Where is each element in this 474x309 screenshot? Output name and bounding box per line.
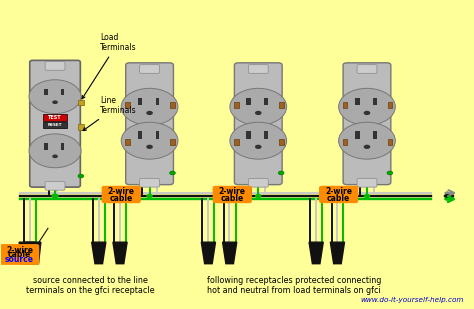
Bar xyxy=(279,102,283,108)
Polygon shape xyxy=(201,242,216,264)
Bar xyxy=(355,98,360,105)
Bar xyxy=(343,102,347,108)
Bar xyxy=(125,139,130,145)
Bar xyxy=(388,139,392,145)
Bar xyxy=(138,131,143,139)
Bar xyxy=(43,114,67,121)
Bar xyxy=(43,122,67,128)
Bar xyxy=(234,102,238,108)
Circle shape xyxy=(121,88,178,125)
Bar xyxy=(355,131,360,139)
Circle shape xyxy=(230,122,287,159)
Polygon shape xyxy=(91,242,106,264)
Polygon shape xyxy=(309,242,323,264)
Circle shape xyxy=(387,171,393,175)
Bar xyxy=(44,89,48,95)
FancyBboxPatch shape xyxy=(235,63,282,185)
Polygon shape xyxy=(113,242,127,264)
Bar xyxy=(246,98,251,105)
Circle shape xyxy=(338,88,395,125)
FancyBboxPatch shape xyxy=(140,65,159,73)
Text: cable: cable xyxy=(327,194,350,203)
Bar xyxy=(61,143,64,150)
FancyBboxPatch shape xyxy=(45,61,65,70)
Bar xyxy=(343,139,347,145)
Circle shape xyxy=(255,145,262,149)
FancyBboxPatch shape xyxy=(30,60,80,187)
Text: 2-wire: 2-wire xyxy=(219,187,246,196)
Text: 2-wire: 2-wire xyxy=(6,246,33,255)
FancyBboxPatch shape xyxy=(126,63,173,185)
Bar xyxy=(373,98,377,105)
FancyBboxPatch shape xyxy=(45,182,65,190)
Text: 2-wire: 2-wire xyxy=(108,187,135,196)
FancyBboxPatch shape xyxy=(0,245,38,264)
Circle shape xyxy=(230,88,287,125)
FancyBboxPatch shape xyxy=(357,65,377,73)
Text: 2-wire: 2-wire xyxy=(325,187,352,196)
Text: source: source xyxy=(5,255,34,264)
Bar xyxy=(279,139,283,145)
Circle shape xyxy=(52,154,58,158)
FancyBboxPatch shape xyxy=(213,187,251,202)
Text: cable: cable xyxy=(109,194,133,203)
Bar xyxy=(125,102,130,108)
Text: following receptacles protected connecting
hot and neutral from load terminals o: following receptacles protected connecti… xyxy=(207,276,381,295)
Text: cable: cable xyxy=(221,194,244,203)
Bar xyxy=(264,131,268,139)
Bar xyxy=(78,100,83,105)
Circle shape xyxy=(29,80,81,114)
Polygon shape xyxy=(25,242,35,264)
Bar xyxy=(170,139,175,145)
Bar xyxy=(61,89,64,95)
Circle shape xyxy=(364,111,370,115)
Bar xyxy=(170,102,175,108)
Circle shape xyxy=(146,145,153,149)
FancyBboxPatch shape xyxy=(140,179,159,187)
Bar xyxy=(373,131,377,139)
Polygon shape xyxy=(30,242,41,264)
Text: RESET: RESET xyxy=(48,123,62,127)
Text: source connected to the line
terminals on the gfci receptacle: source connected to the line terminals o… xyxy=(26,276,155,295)
Bar xyxy=(246,131,251,139)
Bar xyxy=(78,124,83,130)
FancyBboxPatch shape xyxy=(357,179,377,187)
Circle shape xyxy=(364,145,370,149)
Text: Load
Terminals: Load Terminals xyxy=(82,32,137,99)
Circle shape xyxy=(278,171,284,175)
Circle shape xyxy=(121,122,178,159)
Text: cable: cable xyxy=(8,250,31,259)
Circle shape xyxy=(364,194,370,198)
Circle shape xyxy=(255,111,262,115)
Circle shape xyxy=(29,134,81,168)
Circle shape xyxy=(338,122,395,159)
Polygon shape xyxy=(223,242,237,264)
Bar xyxy=(138,98,143,105)
Circle shape xyxy=(170,171,175,175)
Circle shape xyxy=(146,111,153,115)
Circle shape xyxy=(52,100,58,104)
FancyBboxPatch shape xyxy=(102,187,140,202)
FancyBboxPatch shape xyxy=(248,65,268,73)
Polygon shape xyxy=(330,242,345,264)
Polygon shape xyxy=(19,242,29,264)
FancyBboxPatch shape xyxy=(319,187,357,202)
FancyBboxPatch shape xyxy=(343,63,391,185)
Bar xyxy=(44,143,48,150)
Circle shape xyxy=(51,193,59,198)
FancyBboxPatch shape xyxy=(248,179,268,187)
Circle shape xyxy=(146,194,153,198)
Circle shape xyxy=(255,194,262,198)
Bar xyxy=(264,98,268,105)
Circle shape xyxy=(78,174,83,178)
Bar xyxy=(234,139,238,145)
Bar xyxy=(156,98,159,105)
Bar xyxy=(156,131,159,139)
Bar xyxy=(388,102,392,108)
Text: www.do-it-yourself-help.com: www.do-it-yourself-help.com xyxy=(360,297,464,303)
Text: TEST: TEST xyxy=(48,115,62,120)
Text: Line
Terminals: Line Terminals xyxy=(83,95,137,131)
